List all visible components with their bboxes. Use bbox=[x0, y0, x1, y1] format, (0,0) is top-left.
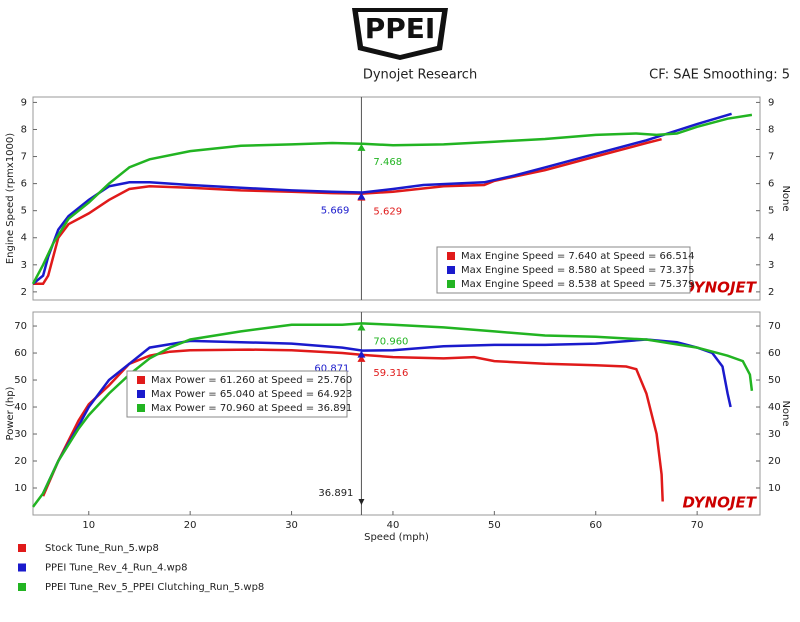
legend-swatch bbox=[18, 544, 26, 552]
subtitle: CF: SAE Smoothing: 5 bbox=[649, 68, 790, 83]
y2-tick-label: 70 bbox=[768, 321, 781, 332]
y2-tick-label: 7 bbox=[768, 152, 774, 163]
x-tick-label: 40 bbox=[387, 520, 400, 531]
annotation-text: Max Engine Speed = 8.538 at Speed = 75.3… bbox=[461, 279, 695, 290]
y2-tick-label: 30 bbox=[768, 429, 781, 440]
cursor-marker bbox=[357, 192, 366, 200]
cursor-marker bbox=[357, 143, 366, 151]
annotation-swatch bbox=[447, 266, 455, 274]
y-tick-label: 3 bbox=[21, 260, 27, 271]
y2-axis-label: None bbox=[780, 185, 791, 211]
y-tick-label: 60 bbox=[14, 348, 27, 359]
cursor-label: 36.891 bbox=[318, 488, 353, 499]
cursor-value-label: 7.468 bbox=[373, 157, 402, 168]
series-line bbox=[33, 137, 662, 286]
y-tick-label: 8 bbox=[21, 124, 27, 135]
y-axis-label: Power (hp) bbox=[5, 386, 16, 440]
y-axis-label: Engine Speed (rpmx1000) bbox=[5, 133, 16, 264]
annotation-swatch bbox=[137, 390, 145, 398]
annotation-text: Max Engine Speed = 7.640 at Speed = 66.5… bbox=[461, 251, 695, 262]
y2-tick-label: 10 bbox=[768, 483, 781, 494]
cursor-marker bbox=[357, 354, 366, 362]
cursor-value-label: 60.871 bbox=[314, 364, 349, 375]
y2-tick-label: 60 bbox=[768, 348, 781, 359]
series-line bbox=[32, 112, 732, 285]
y2-tick-label: 8 bbox=[768, 124, 774, 135]
legend-swatch bbox=[18, 563, 26, 572]
cursor-value-label: 70.960 bbox=[373, 336, 408, 347]
y-tick-label: 5 bbox=[21, 206, 27, 217]
y-tick-label: 6 bbox=[21, 179, 27, 190]
annotation-text: Max Power = 70.960 at Speed = 36.891 bbox=[151, 403, 352, 414]
logo: PPEI bbox=[352, 8, 448, 60]
y2-axis-label: None bbox=[780, 400, 791, 426]
title: Dynojet Research bbox=[363, 68, 477, 83]
x-tick-label: 60 bbox=[589, 520, 602, 531]
x-tick-label: 50 bbox=[488, 520, 501, 531]
y2-tick-label: 5 bbox=[768, 206, 774, 217]
y-tick-label: 2 bbox=[21, 287, 27, 298]
watermark: DYNOJET bbox=[682, 494, 757, 512]
logo-text: PPEI bbox=[365, 12, 436, 45]
y2-tick-label: 4 bbox=[768, 233, 774, 244]
y-tick-label: 10 bbox=[14, 483, 27, 494]
cursor-value-label: 59.316 bbox=[373, 368, 408, 379]
y2-tick-label: 9 bbox=[768, 97, 774, 108]
y-tick-label: 40 bbox=[14, 402, 27, 413]
legend-label: PPEI Tune_Rev_4_Run_4.wp8 bbox=[45, 563, 187, 574]
x-tick-label: 20 bbox=[184, 520, 197, 531]
annotation-swatch bbox=[137, 404, 145, 412]
y-tick-label: 20 bbox=[14, 456, 27, 467]
annotation-text: Max Engine Speed = 8.580 at Speed = 73.3… bbox=[461, 265, 695, 276]
y-tick-label: 50 bbox=[14, 375, 27, 386]
annotation-text: Max Power = 61.260 at Speed = 25.760 bbox=[151, 375, 352, 386]
y2-tick-label: 50 bbox=[768, 375, 781, 386]
cursor-marker bbox=[357, 350, 366, 358]
cursor-value-label: 5.669 bbox=[321, 206, 350, 217]
y-tick-label: 4 bbox=[21, 233, 27, 244]
y2-tick-label: 6 bbox=[768, 179, 774, 190]
cursor-marker bbox=[357, 323, 366, 331]
legend-label: Stock Tune_Run_5.wp8 bbox=[45, 543, 159, 554]
x-axis-label: Speed (mph) bbox=[364, 532, 429, 543]
cursor-arrow bbox=[358, 499, 365, 505]
legend-label: PPEI Tune_Rev_5_PPEI Clutching_Run_5.wp8 bbox=[45, 582, 264, 593]
y-tick-label: 30 bbox=[14, 429, 27, 440]
y2-tick-label: 40 bbox=[768, 402, 781, 413]
annotation-swatch bbox=[447, 252, 455, 260]
x-tick-label: 30 bbox=[285, 520, 298, 531]
annotation-box bbox=[436, 246, 691, 294]
x-tick-label: 70 bbox=[691, 520, 704, 531]
logo-inner bbox=[358, 12, 442, 55]
annotation-box bbox=[126, 370, 348, 418]
y-tick-label: 9 bbox=[21, 97, 27, 108]
annotation-swatch bbox=[447, 280, 455, 288]
series-line bbox=[31, 322, 754, 508]
y-tick-label: 70 bbox=[14, 321, 27, 332]
y-tick-label: 7 bbox=[21, 152, 27, 163]
legend-swatch bbox=[18, 583, 26, 591]
y2-tick-label: 20 bbox=[768, 456, 781, 467]
series-line bbox=[31, 113, 753, 285]
y2-tick-label: 3 bbox=[768, 260, 774, 271]
y2-tick-label: 2 bbox=[768, 287, 774, 298]
x-tick-label: 10 bbox=[82, 520, 95, 531]
annotation-swatch bbox=[137, 376, 145, 384]
cursor-value-label: 5.629 bbox=[373, 207, 402, 218]
watermark: DYNOJET bbox=[682, 279, 757, 297]
annotation-text: Max Power = 65.040 at Speed = 64.923 bbox=[151, 389, 352, 400]
